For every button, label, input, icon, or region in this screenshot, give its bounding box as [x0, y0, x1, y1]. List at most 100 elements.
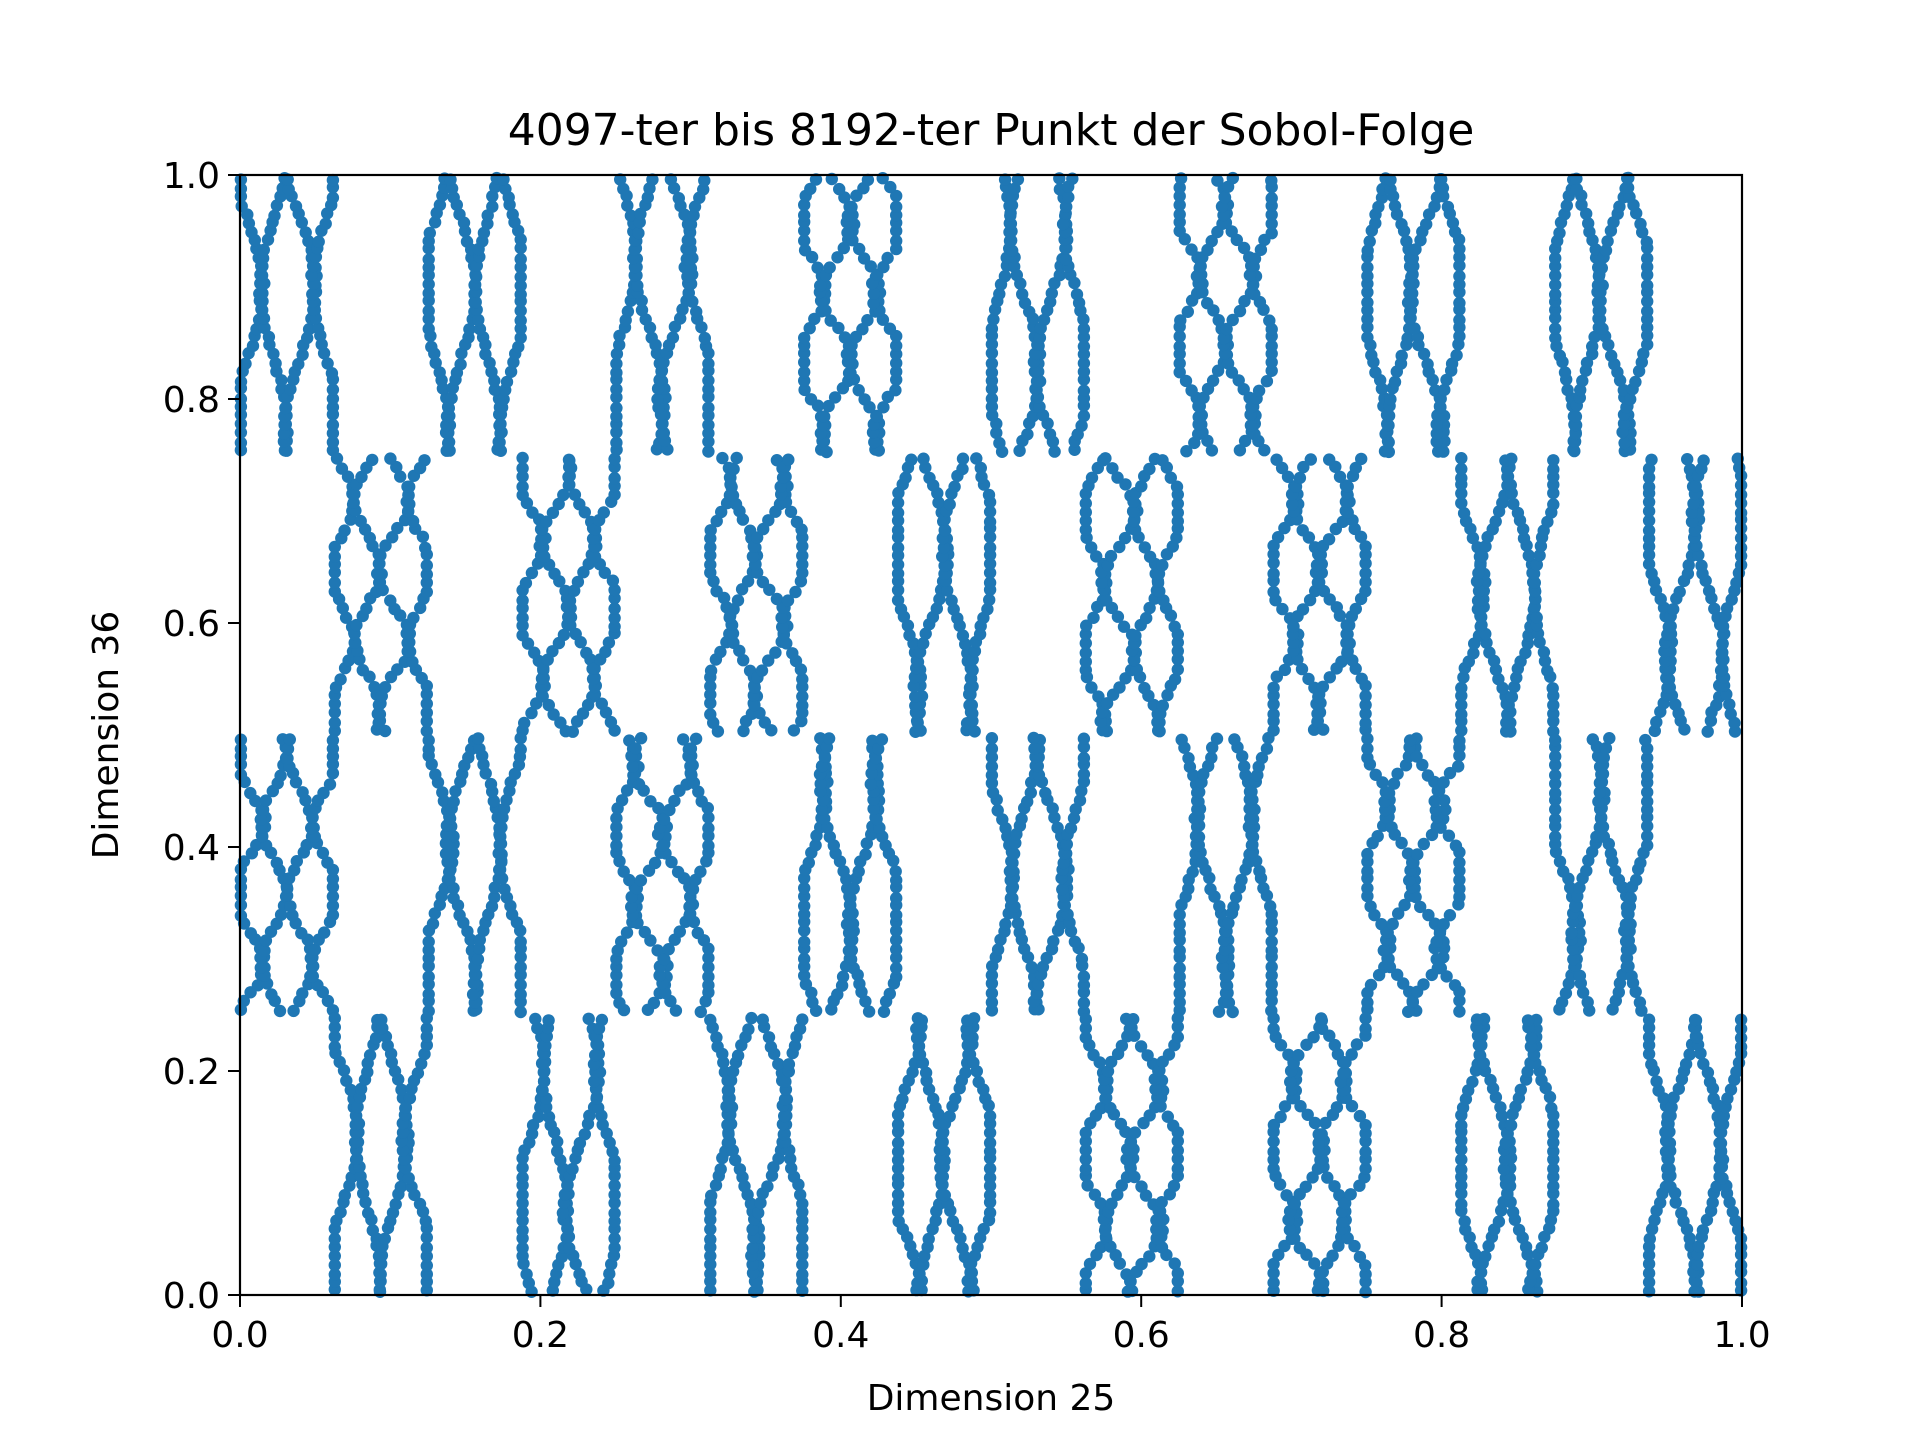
scatter-point — [1032, 978, 1045, 991]
scatter-point — [1120, 1153, 1133, 1166]
scatter-point — [1222, 916, 1235, 930]
scatter-point — [1547, 1128, 1560, 1141]
scatter-point — [608, 611, 621, 625]
scatter-point — [845, 200, 858, 214]
scatter-point — [1182, 752, 1195, 765]
chart-title: 4097-ter bis 8192-ter Punkt der Sobol-Fo… — [508, 105, 1475, 156]
scatter-point — [608, 1241, 621, 1254]
scatter-point — [1174, 314, 1187, 327]
scatter-point — [1265, 174, 1278, 187]
scatter-point — [1128, 653, 1141, 667]
scatter-point — [1267, 1257, 1280, 1271]
scatter-point — [1056, 217, 1070, 231]
scatter-point — [948, 480, 961, 493]
scatter-point — [1007, 847, 1021, 860]
scatter-point — [1549, 278, 1562, 292]
scatter-point — [551, 1145, 564, 1158]
scatter-point — [1171, 1144, 1185, 1157]
scatter-point — [1603, 732, 1616, 745]
scatter-point — [1085, 471, 1099, 484]
scatter-point — [890, 943, 903, 956]
scatter-point — [702, 445, 715, 458]
scatter-point — [1101, 1065, 1115, 1078]
scatter-point — [1391, 968, 1404, 981]
scatter-point — [814, 279, 827, 292]
scatter-point — [603, 1267, 616, 1280]
scatter-point — [256, 830, 269, 843]
scatter-point — [877, 401, 890, 414]
scatter-point — [1599, 244, 1613, 257]
scatter-point — [861, 173, 875, 187]
scatter-point — [694, 1005, 707, 1019]
scatter-point — [1458, 1215, 1471, 1228]
scatter-point — [366, 1224, 379, 1237]
scatter-point — [610, 978, 623, 992]
scatter-point — [1359, 1268, 1372, 1281]
scatter-point — [1591, 296, 1605, 309]
scatter-point — [1384, 173, 1397, 187]
scatter-point — [306, 288, 319, 301]
scatter-point — [339, 611, 353, 624]
scatter-point — [1500, 725, 1513, 738]
scatter-point — [686, 883, 700, 896]
scatter-point — [1170, 480, 1184, 493]
scatter-point — [1455, 1143, 1468, 1156]
scatter-point — [488, 383, 501, 396]
scatter-point — [484, 777, 498, 791]
scatter-point — [1567, 953, 1580, 966]
scatter-point — [891, 506, 905, 519]
scatter-point — [422, 988, 435, 1001]
scatter-point — [1303, 593, 1317, 607]
scatter-point — [436, 786, 449, 799]
scatter-point — [1355, 452, 1368, 466]
scatter-point — [704, 696, 717, 710]
scatter-point — [1359, 575, 1372, 589]
scatter-point — [1296, 524, 1309, 537]
scatter-point — [348, 636, 361, 649]
scatter-point — [244, 786, 257, 800]
scatter-point — [704, 680, 717, 693]
scatter-point — [1641, 295, 1654, 308]
scatter-point — [1633, 996, 1647, 1009]
scatter-point — [1083, 1257, 1097, 1271]
scatter-point — [1400, 235, 1413, 248]
plot-frame — [238, 173, 1744, 1297]
scatter-point — [460, 235, 474, 248]
scatter-point — [326, 872, 340, 886]
scatter-point — [1517, 532, 1531, 545]
scatter-point — [1612, 986, 1626, 999]
scatter-point — [890, 874, 903, 887]
scatter-point — [956, 629, 970, 642]
scatter-point — [1359, 1012, 1372, 1025]
scatter-point — [422, 253, 435, 266]
scatter-point — [265, 988, 278, 1001]
scatter-point — [1453, 296, 1466, 310]
scatter-point — [891, 583, 905, 597]
scatter-point — [439, 837, 453, 850]
scatter-point — [1173, 224, 1186, 238]
scatter-point — [1156, 559, 1169, 572]
scatter-point — [1341, 480, 1354, 493]
scatter-point — [796, 690, 809, 703]
scatter-point — [1549, 331, 1562, 345]
scatter-point — [796, 558, 809, 571]
scatter-point — [1361, 286, 1374, 299]
scatter-point — [621, 199, 634, 212]
scatter-point — [258, 944, 271, 957]
scatter-point — [1455, 1119, 1468, 1132]
scatter-point — [1641, 252, 1654, 265]
scatter-point — [672, 192, 685, 205]
scatter-point — [328, 550, 341, 563]
scatter-point — [722, 1128, 735, 1141]
scatter-point — [312, 235, 325, 248]
scatter-point — [1384, 183, 1397, 196]
scatter-point — [414, 601, 427, 615]
scatter-point — [963, 699, 976, 712]
scatter-point — [891, 567, 905, 580]
scatter-point — [867, 802, 880, 815]
scatter-point — [1545, 1102, 1558, 1115]
scatter-point — [1437, 776, 1450, 789]
scatter-point — [1081, 1179, 1094, 1192]
scatter-point — [1595, 768, 1608, 781]
scatter-point — [1640, 235, 1654, 249]
